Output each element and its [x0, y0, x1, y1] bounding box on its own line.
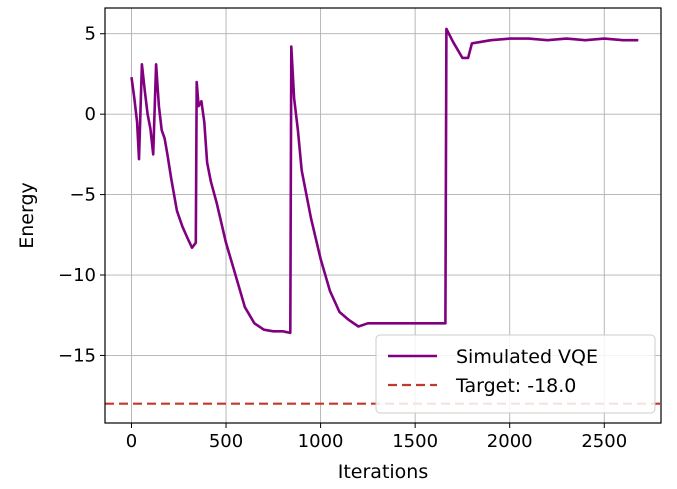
y-tick-label: −15 [58, 345, 96, 366]
x-tick-label: 0 [126, 431, 137, 452]
legend-label-target: Target: -18.0 [455, 375, 576, 397]
x-tick-label: 2500 [581, 431, 627, 452]
legend: Simulated VQE Target: -18.0 [375, 334, 656, 414]
x-tick-label: 1500 [392, 431, 438, 452]
x-axis-title: Iterations [338, 461, 429, 483]
plot-frame [104, 7, 662, 424]
y-axis-title: Energy [16, 182, 38, 249]
x-tick-label: 500 [209, 431, 243, 452]
x-tick-label: 2000 [487, 431, 533, 452]
y-tick-label: 0 [85, 104, 96, 125]
legend-box [375, 334, 656, 414]
y-tick-label: −10 [58, 265, 96, 286]
y-tick-label: 5 [85, 24, 96, 45]
y-tick-label: −5 [69, 185, 96, 206]
axis-ticks: 0 500 1000 1500 2000 2500 5 0 −5 −10 −15 [58, 24, 627, 452]
series-line-simulated-vqe [130, 27, 639, 335]
grid-lines [105, 8, 661, 423]
legend-label-simulated-vqe: Simulated VQE [456, 346, 598, 368]
x-tick-label: 1000 [298, 431, 344, 452]
